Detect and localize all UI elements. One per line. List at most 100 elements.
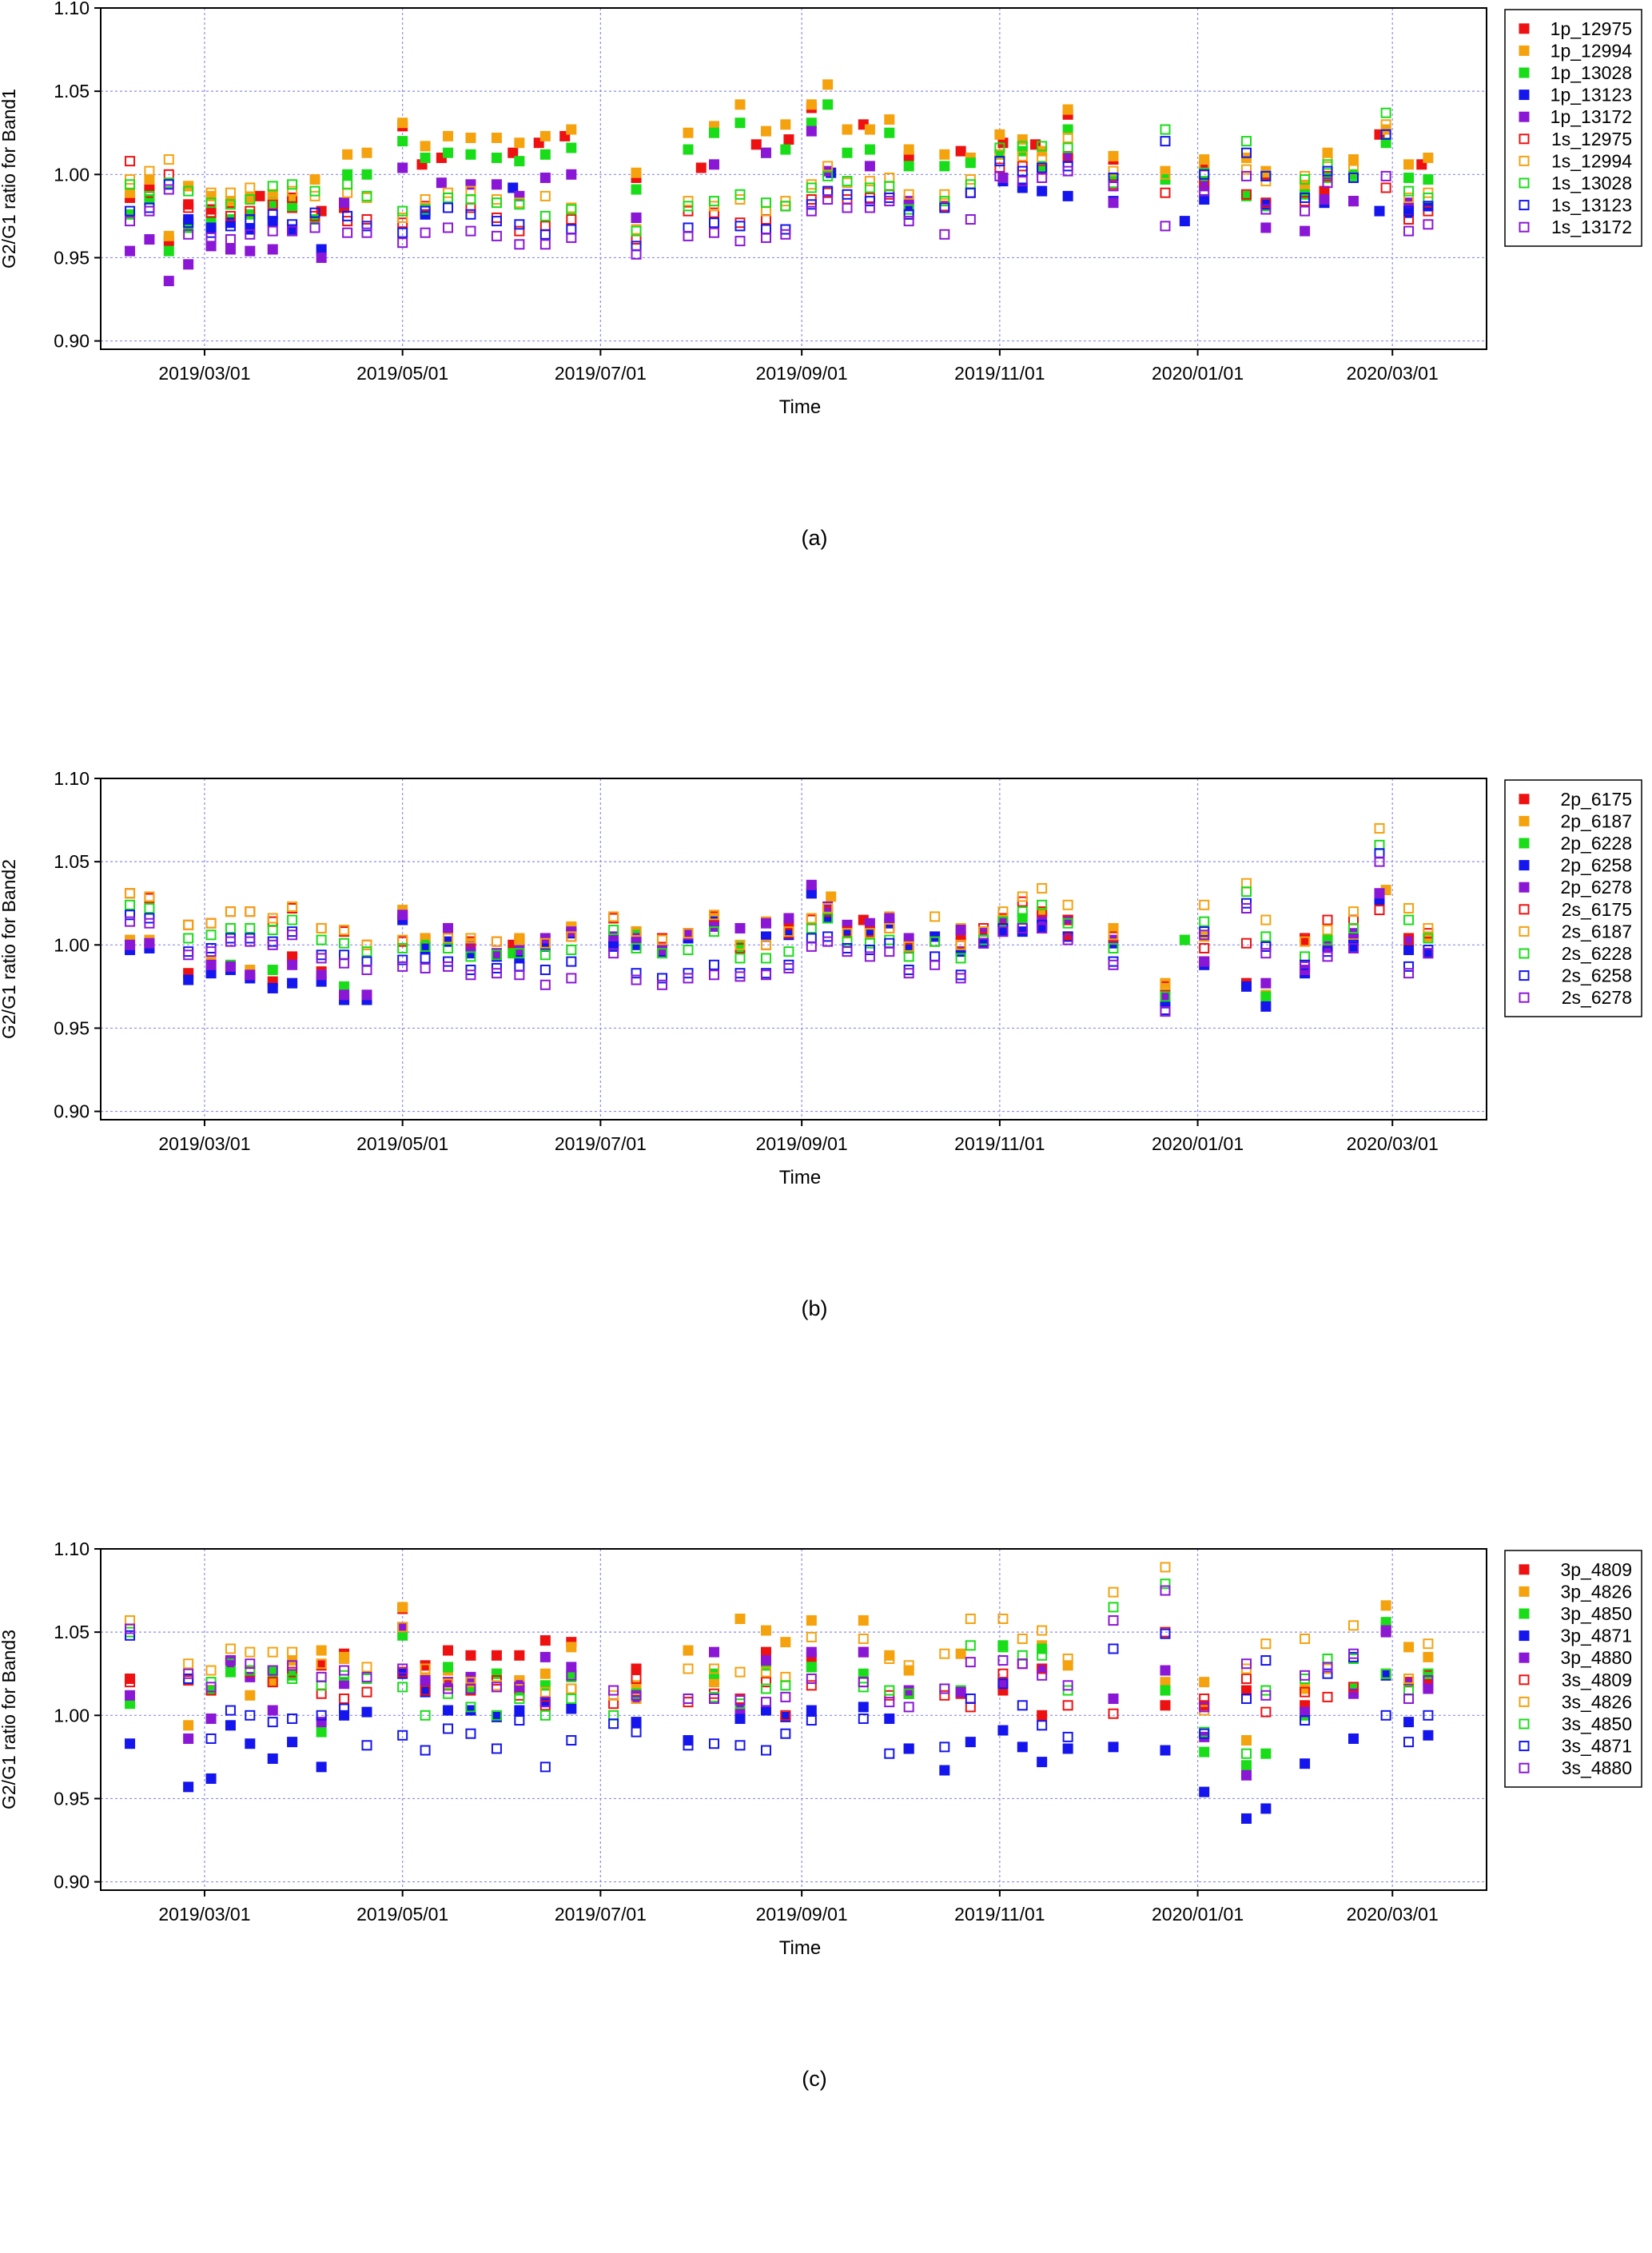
data-point (1403, 934, 1415, 945)
data-point (420, 1663, 431, 1674)
data-point (225, 933, 236, 944)
data-point (397, 954, 408, 965)
data-point (225, 199, 236, 210)
data-point (939, 229, 950, 240)
data-point (903, 1702, 914, 1713)
data-point (1260, 991, 1272, 1002)
data-point (783, 926, 794, 937)
data-point (631, 926, 642, 937)
data-point (316, 953, 327, 964)
data-point (939, 1690, 950, 1701)
data-point (709, 159, 720, 170)
data-point (1037, 1710, 1048, 1721)
data-point (539, 1651, 551, 1662)
data-point (1423, 933, 1434, 944)
data-point (903, 189, 914, 200)
data-point (1062, 1743, 1073, 1754)
data-point (491, 216, 502, 227)
plot-frame (100, 1548, 1487, 1891)
data-point (566, 1683, 577, 1694)
data-point (1300, 1758, 1311, 1769)
data-point (709, 196, 720, 207)
data-point (316, 1671, 327, 1682)
data-point (1062, 931, 1073, 942)
data-point (939, 189, 950, 200)
data-point (683, 222, 694, 233)
data-point (183, 1733, 194, 1744)
data-point (939, 202, 950, 213)
legend-label: 1s_12975 (1551, 129, 1632, 149)
data-point (858, 1615, 869, 1626)
data-point (884, 937, 895, 949)
data-point (608, 941, 619, 952)
chart-panel-2: 0.90 0.95 1.00 1.05 1.10 2019/03/01 2019/05/01… (0, 770, 1642, 1320)
data-point (939, 161, 950, 172)
data-point (205, 946, 217, 957)
data-point (1037, 1625, 1048, 1636)
data-point (734, 217, 746, 229)
legend-label: 1s_12994 (1551, 150, 1632, 171)
data-point (1199, 916, 1210, 927)
legend: 2p_61752p_61872p_62282p_62582p_62782s_61… (1504, 779, 1642, 1017)
data-point (683, 945, 694, 956)
x-tick-label: 2019/05/01 (356, 1904, 448, 1925)
series-3s_4826 (125, 1562, 1434, 1716)
data-point (539, 149, 551, 160)
data-point (1240, 136, 1252, 147)
data-point (780, 1637, 791, 1648)
data-point (566, 204, 577, 215)
data-point (361, 214, 372, 225)
data-point (397, 1730, 408, 1741)
data-point (309, 185, 320, 197)
data-point (997, 1678, 1009, 1690)
data-point (183, 1668, 194, 1679)
data-point (267, 916, 278, 927)
data-point (287, 1673, 298, 1684)
data-point (760, 969, 771, 981)
data-point (1403, 934, 1415, 945)
data-point (144, 918, 155, 929)
data-point (205, 959, 217, 970)
data-point (1017, 1741, 1028, 1753)
data-point (1037, 906, 1048, 918)
data-point (342, 149, 353, 160)
data-point (683, 201, 694, 212)
data-point (683, 230, 694, 241)
data-point (734, 1740, 746, 1751)
legend-swatch (1519, 860, 1530, 871)
data-point (1062, 918, 1073, 929)
x-tick-label: 2019/07/01 (555, 363, 647, 384)
data-point (225, 961, 236, 972)
data-point (225, 906, 236, 918)
data-point (144, 234, 155, 245)
data-point (1403, 1642, 1415, 1653)
legend-swatch (1519, 1674, 1530, 1686)
y-tick-label: 1.05 (54, 851, 90, 872)
data-point (965, 1613, 976, 1624)
data-point (1380, 1625, 1391, 1636)
data-point (397, 961, 408, 972)
data-point (903, 933, 914, 944)
data-point (1374, 905, 1385, 916)
data-point (1380, 1710, 1391, 1721)
data-point (287, 219, 298, 230)
data-point (342, 187, 353, 198)
data-point (1319, 185, 1330, 197)
data-point (267, 913, 278, 924)
data-point (1300, 961, 1311, 972)
data-point (125, 1630, 136, 1641)
data-point (514, 1693, 525, 1704)
data-point (884, 127, 895, 138)
data-point (183, 199, 194, 210)
data-point (1160, 1562, 1171, 1573)
data-point (514, 934, 525, 945)
data-point (1017, 1700, 1028, 1711)
data-point (806, 888, 817, 899)
data-point (514, 961, 525, 972)
data-point (608, 911, 619, 922)
data-point (1199, 929, 1210, 941)
data-point (1017, 906, 1028, 918)
data-point (1160, 169, 1171, 180)
data-point (491, 132, 502, 143)
x-axis-label: Time (779, 1167, 821, 1188)
